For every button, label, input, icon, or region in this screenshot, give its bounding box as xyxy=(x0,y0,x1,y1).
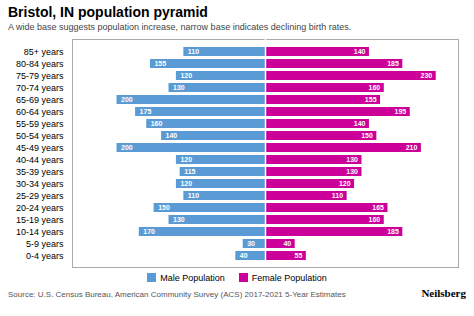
svg-text:140: 140 xyxy=(166,132,178,139)
svg-text:160: 160 xyxy=(151,120,163,127)
svg-text:110: 110 xyxy=(332,192,343,199)
svg-text:230: 230 xyxy=(421,72,433,79)
svg-text:30-34 years: 30-34 years xyxy=(16,179,64,189)
svg-text:200: 200 xyxy=(121,144,133,151)
html-text:Bristol, IN population pyramid: Bristol, IN population pyramid xyxy=(8,4,208,20)
svg-text:160: 160 xyxy=(369,84,381,91)
svg-text:160: 160 xyxy=(369,216,381,223)
svg-text:35-39 years: 35-39 years xyxy=(16,167,64,177)
svg-text:130: 130 xyxy=(346,156,358,163)
svg-text:140: 140 xyxy=(354,48,366,55)
svg-text:20-24 years: 20-24 years xyxy=(16,203,64,213)
svg-text:120: 120 xyxy=(180,180,192,187)
svg-text:210: 210 xyxy=(406,144,418,151)
svg-text:80-84 years: 80-84 years xyxy=(16,59,64,69)
html-text:A wide base suggests populatio: A wide base suggests population increase… xyxy=(8,22,352,32)
svg-text:110: 110 xyxy=(188,192,199,199)
html-text:Neilsberg: Neilsberg xyxy=(421,287,466,299)
svg-text:120: 120 xyxy=(180,156,192,163)
svg-text:120: 120 xyxy=(339,180,351,187)
svg-text:140: 140 xyxy=(354,120,366,127)
svg-text:55: 55 xyxy=(295,252,303,259)
svg-text:200: 200 xyxy=(121,96,133,103)
svg-text:185: 185 xyxy=(387,60,399,67)
svg-text:115: 115 xyxy=(184,168,195,175)
svg-text:65-69 years: 65-69 years xyxy=(16,95,64,105)
svg-text:130: 130 xyxy=(346,168,358,175)
svg-text:185: 185 xyxy=(387,228,399,235)
svg-text:0-4 years: 0-4 years xyxy=(26,251,64,261)
html-text:Source: U.S. Census Bureau, Am: Source: U.S. Census Bureau, American Com… xyxy=(8,290,346,299)
svg-text:120: 120 xyxy=(180,72,192,79)
svg-text:10-14 years: 10-14 years xyxy=(16,227,64,237)
svg-text:195: 195 xyxy=(395,108,407,115)
svg-text:60-64 years: 60-64 years xyxy=(16,107,64,117)
svg-text:155: 155 xyxy=(365,96,377,103)
svg-text:25-29 years: 25-29 years xyxy=(16,191,64,201)
svg-text:85+ years: 85+ years xyxy=(24,47,64,57)
svg-text:110: 110 xyxy=(188,48,199,55)
svg-text:155: 155 xyxy=(154,60,166,67)
svg-text:70-74 years: 70-74 years xyxy=(16,83,64,93)
svg-text:165: 165 xyxy=(372,204,384,211)
html-text:Male Population: Male Population xyxy=(160,273,225,283)
svg-text:175: 175 xyxy=(140,108,152,115)
svg-text:40: 40 xyxy=(283,240,291,247)
svg-text:45-49 years: 45-49 years xyxy=(16,143,64,153)
svg-text:130: 130 xyxy=(173,216,185,223)
svg-text:5-9 years: 5-9 years xyxy=(26,239,64,249)
svg-text:55-59 years: 55-59 years xyxy=(16,119,64,129)
svg-text:130: 130 xyxy=(173,84,185,91)
svg-text:170: 170 xyxy=(143,228,155,235)
svg-text:40-44 years: 40-44 years xyxy=(16,155,64,165)
svg-text:150: 150 xyxy=(158,204,170,211)
svg-text:15-19 years: 15-19 years xyxy=(16,215,64,225)
svg-text:50-54 years: 50-54 years xyxy=(16,131,64,141)
svg-text:150: 150 xyxy=(361,132,373,139)
svg-text:40: 40 xyxy=(240,252,248,259)
svg-text:75-79 years: 75-79 years xyxy=(16,71,64,81)
html-text:Female Population: Female Population xyxy=(251,273,327,283)
svg-text:30: 30 xyxy=(247,240,255,247)
